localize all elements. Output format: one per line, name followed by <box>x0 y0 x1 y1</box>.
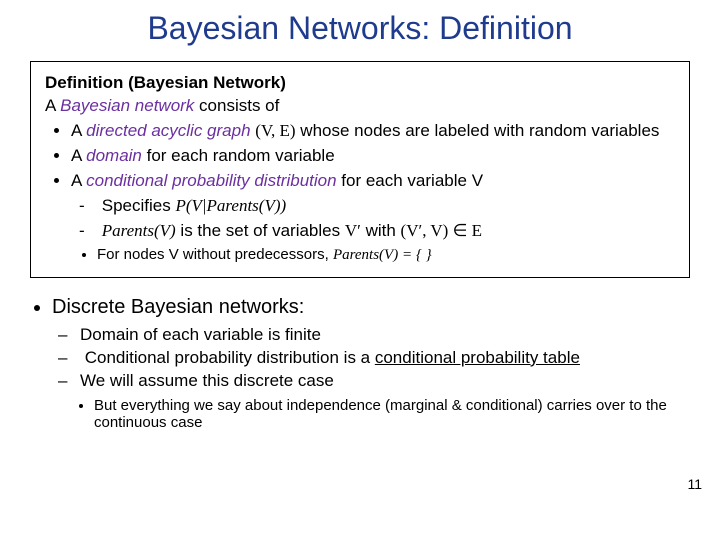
slide: Bayesian Networks: Definition Definition… <box>0 0 720 540</box>
lead-a: A <box>45 96 60 115</box>
txt: Specifies <box>102 196 176 215</box>
definition-box: Definition (Bayesian Network) A Bayesian… <box>30 61 690 278</box>
term: domain <box>86 146 142 165</box>
lead-b: consists of <box>194 96 279 115</box>
math: P(V|Parents(V)) <box>175 196 286 215</box>
math: (V, E) <box>255 121 295 140</box>
body-sub2: But everything we say about independence… <box>52 397 690 431</box>
definition-lead: A Bayesian network consists of <box>45 95 675 118</box>
inner-1: For nodes V without predecessors, Parent… <box>97 245 675 265</box>
body-top-text: Discrete Bayesian networks: <box>52 296 304 318</box>
slide-title: Bayesian Networks: Definition <box>0 0 720 55</box>
page-number: 11 <box>687 476 702 492</box>
def-item-2: A domain for each random variable <box>71 145 675 168</box>
math: Parents(V) = { } <box>333 247 432 263</box>
txt: A <box>71 171 86 190</box>
txt: is the set of variables <box>176 221 345 240</box>
txt: Conditional probability distribution is … <box>85 348 375 367</box>
body-list: Discrete Bayesian networks: Domain of ea… <box>30 296 690 431</box>
body-sub1: Domain of each variable is finite Condit… <box>52 325 690 391</box>
math: Parents(V) <box>102 221 176 240</box>
txt: for each variable V <box>337 171 483 190</box>
underlined: conditional probability table <box>375 348 580 367</box>
sub1-2: Conditional probability distribution is … <box>80 348 690 368</box>
def-item-3: A conditional probability distribution f… <box>71 170 675 265</box>
def-item-1: A directed acyclic graph (V, E) whose no… <box>71 120 675 143</box>
term: conditional probability distribution <box>86 171 336 190</box>
txt: A <box>71 121 86 140</box>
dash-2: Parents(V) is the set of variables V′ wi… <box>97 220 675 243</box>
sub1-3: We will assume this discrete case <box>80 371 690 391</box>
def-item-3-inner: For nodes V without predecessors, Parent… <box>71 245 675 265</box>
txt: for each random variable <box>142 146 335 165</box>
term: directed acyclic graph <box>86 121 250 140</box>
txt: whose nodes are labeled with random vari… <box>296 121 660 140</box>
dash-1: Specifies P(V|Parents(V)) <box>97 195 675 218</box>
def-item-3-dash: Specifies P(V|Parents(V)) Parents(V) is … <box>71 195 675 243</box>
sub2-1: But everything we say about independence… <box>94 397 690 431</box>
body: Discrete Bayesian networks: Domain of ea… <box>30 296 690 431</box>
txt: For nodes V without predecessors, <box>97 246 333 263</box>
lead-term: Bayesian network <box>60 96 194 115</box>
txt: A <box>71 146 86 165</box>
math: (V′, V) ∈ E <box>401 221 482 240</box>
txt: with <box>361 221 401 240</box>
sub1-1: Domain of each variable is finite <box>80 325 690 345</box>
definition-heading-text: Definition (Bayesian Network) <box>45 73 286 92</box>
definition-list: A directed acyclic graph (V, E) whose no… <box>45 120 675 265</box>
math: V′ <box>345 221 361 240</box>
definition-heading: Definition (Bayesian Network) <box>45 72 675 95</box>
body-top: Discrete Bayesian networks: Domain of ea… <box>52 296 690 431</box>
